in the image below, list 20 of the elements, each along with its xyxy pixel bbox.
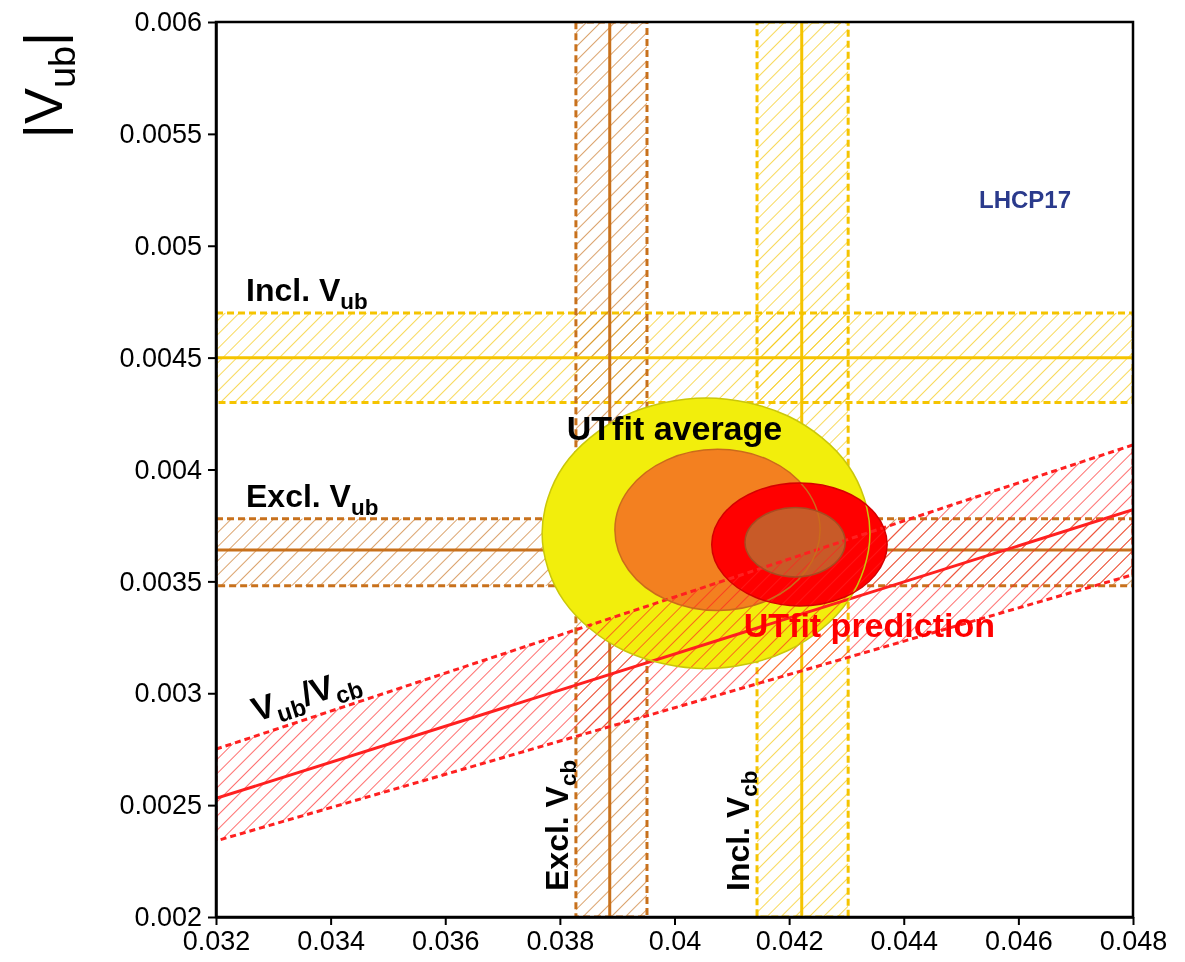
x-tick-label: 0.034 [297, 926, 365, 957]
band-label: Incl. V$_{ub}$ [246, 271, 368, 314]
y-tick-label: 0.0055 [119, 119, 202, 150]
y-tick-label: 0.005 [134, 230, 202, 261]
annotation: LHCP17 [978, 186, 1072, 213]
y-tick-label: 0.006 [134, 7, 202, 38]
x-tick-label: 0.032 [182, 926, 251, 957]
x-tick-label: 0.042 [755, 926, 824, 957]
x-tick-label: 0.04 [648, 926, 702, 957]
band-label: Excl. V$_{ub}$ [246, 477, 379, 520]
y-tick-label: 0.004 [134, 454, 202, 485]
x-tick-label: 0.046 [985, 926, 1053, 957]
x-tick-label: 0.048 [1099, 926, 1168, 957]
y-tick-label: 0.0035 [119, 566, 202, 597]
x-tick-label: 0.036 [411, 926, 480, 957]
x-tick-label: 0.044 [870, 926, 939, 957]
y-tick-label: 0.0025 [119, 790, 202, 821]
x-tick-label: 0.038 [526, 926, 595, 957]
y-tick-label: 0.0045 [119, 342, 202, 373]
y-tick-label: 0.003 [134, 678, 202, 709]
